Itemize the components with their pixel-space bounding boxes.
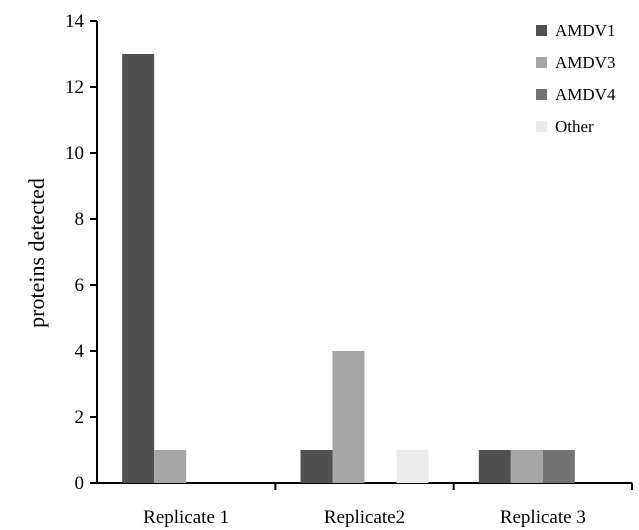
bar-amdv3: [332, 351, 365, 483]
y-tick-label: 0: [75, 473, 85, 494]
x-category-label: Replicate 1: [143, 507, 229, 528]
x-category-label: Replicate 3: [500, 507, 586, 528]
legend-label-amdv3: AMDV3: [555, 53, 615, 72]
bar-amdv1: [122, 54, 155, 483]
bar-amdv1: [300, 450, 333, 483]
legend: AMDV1 AMDV3 AMDV4 Other: [536, 21, 616, 136]
legend-label-amdv1: AMDV1: [555, 21, 615, 40]
y-axis-title: proteins detected: [24, 178, 49, 328]
y-tick-label: 6: [75, 275, 85, 296]
y-tick-label: 10: [65, 143, 84, 164]
bar-amdv3: [154, 450, 187, 483]
legend-label-other: Other: [555, 117, 594, 136]
legend-label-amdv4: AMDV4: [555, 85, 616, 104]
y-tick-label: 14: [65, 11, 85, 32]
x-category-label: Replicate2: [324, 507, 405, 528]
bar-amdv1: [478, 450, 511, 483]
y-tick-label: 12: [65, 77, 84, 98]
legend-swatch-other: [536, 121, 547, 132]
legend-swatch-amdv1: [536, 25, 547, 36]
y-tick-label: 8: [75, 209, 85, 230]
bar-amdv3: [510, 450, 543, 483]
plot-area: 0 2 4 6 8 10 12 14 Replicate 1 Replicate2 Replicat…: [65, 11, 633, 528]
legend-swatch-amdv3: [536, 57, 547, 68]
y-tick-label: 4: [75, 341, 85, 362]
bar-amdv4: [542, 450, 575, 483]
y-tick-label: 2: [75, 407, 85, 428]
legend-swatch-amdv4: [536, 89, 547, 100]
bar-other: [396, 450, 429, 483]
